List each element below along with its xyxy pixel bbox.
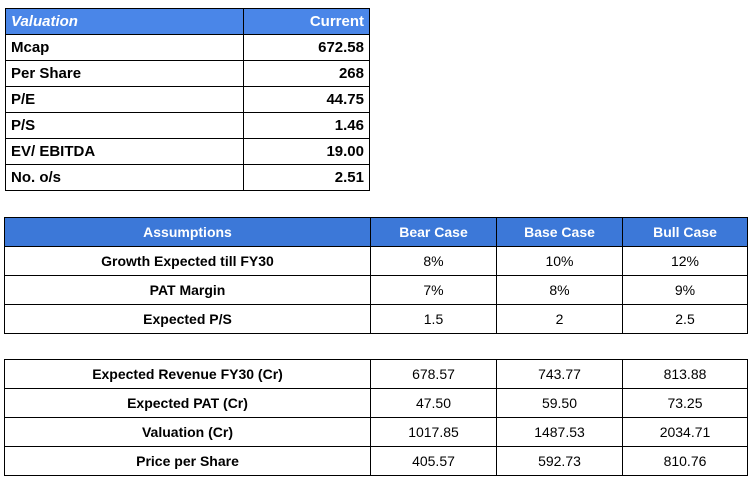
row-value: 1.46 bbox=[243, 112, 370, 139]
cell: 9% bbox=[622, 275, 748, 305]
cell: 2 bbox=[496, 304, 623, 334]
header-cell: Bull Case bbox=[622, 217, 748, 247]
cell: 8% bbox=[496, 275, 623, 305]
table-row: No. o/s 2.51 bbox=[5, 164, 370, 191]
cell: 73.25 bbox=[622, 388, 748, 418]
cell: 1017.85 bbox=[370, 417, 497, 447]
row-label: PAT Margin bbox=[4, 275, 371, 305]
row-value: 672.58 bbox=[243, 34, 370, 61]
row-label: Expected Revenue FY30 (Cr) bbox=[4, 359, 371, 389]
row-label: EV/ EBITDA bbox=[5, 138, 244, 165]
row-label: Valuation (Cr) bbox=[4, 417, 371, 447]
table-header: Assumptions Bear Case Base Case Bull Cas… bbox=[4, 217, 748, 247]
row-label: Expected P/S bbox=[4, 304, 371, 334]
table-row: Mcap 672.58 bbox=[5, 34, 370, 61]
cell: 743.77 bbox=[496, 359, 623, 389]
cell: 2.5 bbox=[622, 304, 748, 334]
row-label: Per Share bbox=[5, 60, 244, 87]
row-label: Mcap bbox=[5, 34, 244, 61]
cell: 592.73 bbox=[496, 446, 623, 476]
table-row: Expected PAT (Cr) 47.50 59.50 73.25 bbox=[4, 388, 748, 418]
row-value: 268 bbox=[243, 60, 370, 87]
table-row: Expected Revenue FY30 (Cr) 678.57 743.77 81… bbox=[4, 359, 748, 389]
row-label: Price per Share bbox=[4, 446, 371, 476]
cell: 405.57 bbox=[370, 446, 497, 476]
cell: 10% bbox=[496, 246, 623, 276]
row-label: Expected PAT (Cr) bbox=[4, 388, 371, 418]
table-row: Per Share 268 bbox=[5, 60, 370, 87]
cell: 810.76 bbox=[622, 446, 748, 476]
table-row: Valuation (Cr) 1017.85 1487.53 2034.71 bbox=[4, 417, 748, 447]
cell: 678.57 bbox=[370, 359, 497, 389]
cell: 12% bbox=[622, 246, 748, 276]
cell: 7% bbox=[370, 275, 497, 305]
table-row: Expected P/S 1.5 2 2.5 bbox=[4, 304, 748, 334]
row-label: P/S bbox=[5, 112, 244, 139]
cell: 813.88 bbox=[622, 359, 748, 389]
row-value: 2.51 bbox=[243, 164, 370, 191]
table-row: P/S 1.46 bbox=[5, 112, 370, 139]
header-cell: Base Case bbox=[496, 217, 623, 247]
cell: 2034.71 bbox=[622, 417, 748, 447]
assumptions-table: Assumptions Bear Case Base Case Bull Cas… bbox=[4, 217, 748, 334]
row-label: No. o/s bbox=[5, 164, 244, 191]
table-row: Price per Share 405.57 592.73 810.76 bbox=[4, 446, 748, 476]
table-header: Valuation Current bbox=[5, 8, 370, 35]
cell: 1.5 bbox=[370, 304, 497, 334]
table-row: PAT Margin 7% 8% 9% bbox=[4, 275, 748, 305]
cell: 47.50 bbox=[370, 388, 497, 418]
table-row: P/E 44.75 bbox=[5, 86, 370, 113]
header-cell: Current bbox=[243, 8, 370, 35]
cell: 1487.53 bbox=[496, 417, 623, 447]
header-cell: Bear Case bbox=[370, 217, 497, 247]
valuation-table: Valuation Current Mcap 672.58 Per Share 268… bbox=[5, 8, 370, 191]
row-label: Growth Expected till FY30 bbox=[4, 246, 371, 276]
row-value: 19.00 bbox=[243, 138, 370, 165]
cell: 59.50 bbox=[496, 388, 623, 418]
table-row: EV/ EBITDA 19.00 bbox=[5, 138, 370, 165]
row-value: 44.75 bbox=[243, 86, 370, 113]
header-cell: Assumptions bbox=[4, 217, 371, 247]
cell: 8% bbox=[370, 246, 497, 276]
header-cell: Valuation bbox=[5, 8, 244, 35]
table-row: Growth Expected till FY30 8% 10% 12% bbox=[4, 246, 748, 276]
results-table: Expected Revenue FY30 (Cr) 678.57 743.77 81… bbox=[4, 359, 748, 476]
row-label: P/E bbox=[5, 86, 244, 113]
